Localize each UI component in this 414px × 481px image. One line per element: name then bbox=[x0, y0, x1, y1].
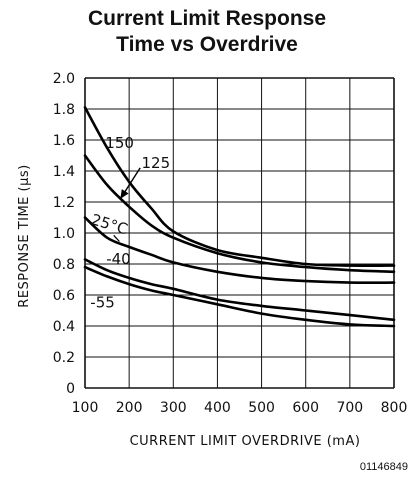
x-tick-300: 300 bbox=[160, 400, 187, 416]
y-tick-1.8: 1.8 bbox=[53, 102, 75, 118]
y-tick-0.8: 0.8 bbox=[53, 257, 75, 273]
chart-title-line-2: Time vs Overdrive bbox=[116, 33, 298, 56]
series-line-5 bbox=[83, 265, 396, 328]
curves bbox=[83, 106, 396, 328]
x-tick-400: 400 bbox=[204, 400, 231, 416]
figure-id: 01146849 bbox=[360, 461, 408, 473]
y-tick-0.2: 0.2 bbox=[53, 350, 75, 366]
x-tick-600: 600 bbox=[292, 400, 319, 416]
y-tick-0.6: 0.6 bbox=[53, 288, 75, 304]
curve-labels: 150 125 25°C -40 -55 bbox=[89, 134, 170, 312]
y-tick-1.2: 1.2 bbox=[53, 195, 75, 211]
y-tick-1.0: 1.0 bbox=[53, 226, 75, 242]
x-tick-100: 100 bbox=[72, 400, 99, 416]
chart-title-line-1: Current Limit Response bbox=[87, 7, 327, 30]
grid bbox=[84, 77, 395, 389]
curve-label-4: -40 bbox=[106, 250, 131, 268]
x-axis-label: CURRENT LIMIT OVERDRIVE (mA) bbox=[130, 434, 361, 449]
series-line-3 bbox=[83, 216, 396, 285]
x-tick-500: 500 bbox=[248, 400, 275, 416]
y-tick-0: 0 bbox=[66, 381, 75, 397]
chart-title: Current Limit Response Time vs Overdrive bbox=[0, 6, 414, 58]
curve-label-5: -55 bbox=[90, 293, 115, 311]
curve-label-2: 125 bbox=[142, 154, 171, 172]
x-tick-700: 700 bbox=[336, 400, 363, 416]
series-line-4 bbox=[83, 258, 396, 322]
tick-labels: 100 200 300 400 500 600 700 800 0 0.2 0.4 0.6 0.8 1.0… bbox=[53, 71, 408, 416]
series-line-2 bbox=[83, 154, 396, 274]
y-axis-label: RESPONSE TIME (µs) bbox=[17, 164, 32, 307]
leader-arrowhead-125 bbox=[120, 189, 129, 199]
y-tick-0.4: 0.4 bbox=[53, 319, 75, 335]
y-tick-1.6: 1.6 bbox=[53, 133, 75, 149]
x-tick-200: 200 bbox=[116, 400, 143, 416]
curve-label-3: 25°C bbox=[89, 210, 130, 238]
curve-label-1: 150 bbox=[105, 134, 134, 152]
x-tick-800: 800 bbox=[381, 400, 408, 416]
y-tick-2.0: 2.0 bbox=[53, 71, 75, 87]
leader-line-25c bbox=[113, 234, 120, 242]
series-line-1 bbox=[83, 106, 396, 267]
y-tick-1.4: 1.4 bbox=[53, 164, 75, 180]
